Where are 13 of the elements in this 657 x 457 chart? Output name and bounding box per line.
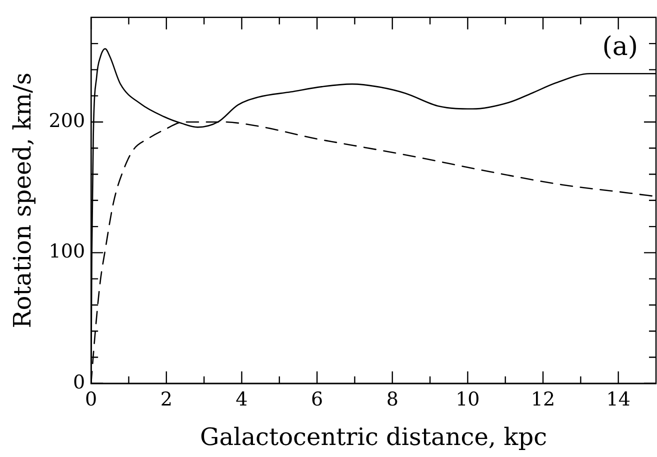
x-tick-label: 14 (606, 388, 630, 411)
y-tick-label: 200 (48, 110, 86, 132)
y-tick-label: 100 (48, 240, 86, 263)
x-tick-label: 2 (160, 388, 172, 411)
x-tick-label: 4 (236, 388, 248, 411)
x-axis-title: Galactocentric distance, kpc (200, 422, 548, 451)
x-tick-label: 12 (530, 388, 556, 411)
x-tick-label: 8 (386, 388, 398, 411)
x-tick-label: 10 (456, 388, 480, 411)
y-tick-label: 0 (72, 371, 86, 394)
y-axis-title: Rotation speed, km/s (8, 72, 37, 328)
x-tick-label: 6 (310, 388, 324, 411)
annotation: (a) (602, 32, 638, 62)
